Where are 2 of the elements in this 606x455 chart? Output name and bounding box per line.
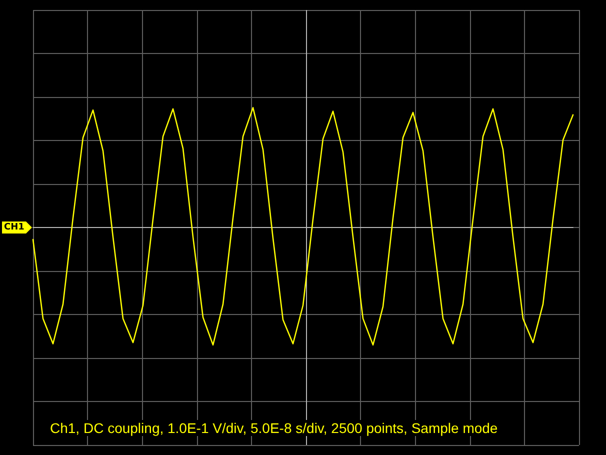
text: Ch1, DC coupling, 1.0E-1 V/div, 5.0E-8 s/div, 2500 points, Sample mode [50,420,498,436]
series-label: CH1 [4,222,24,232]
